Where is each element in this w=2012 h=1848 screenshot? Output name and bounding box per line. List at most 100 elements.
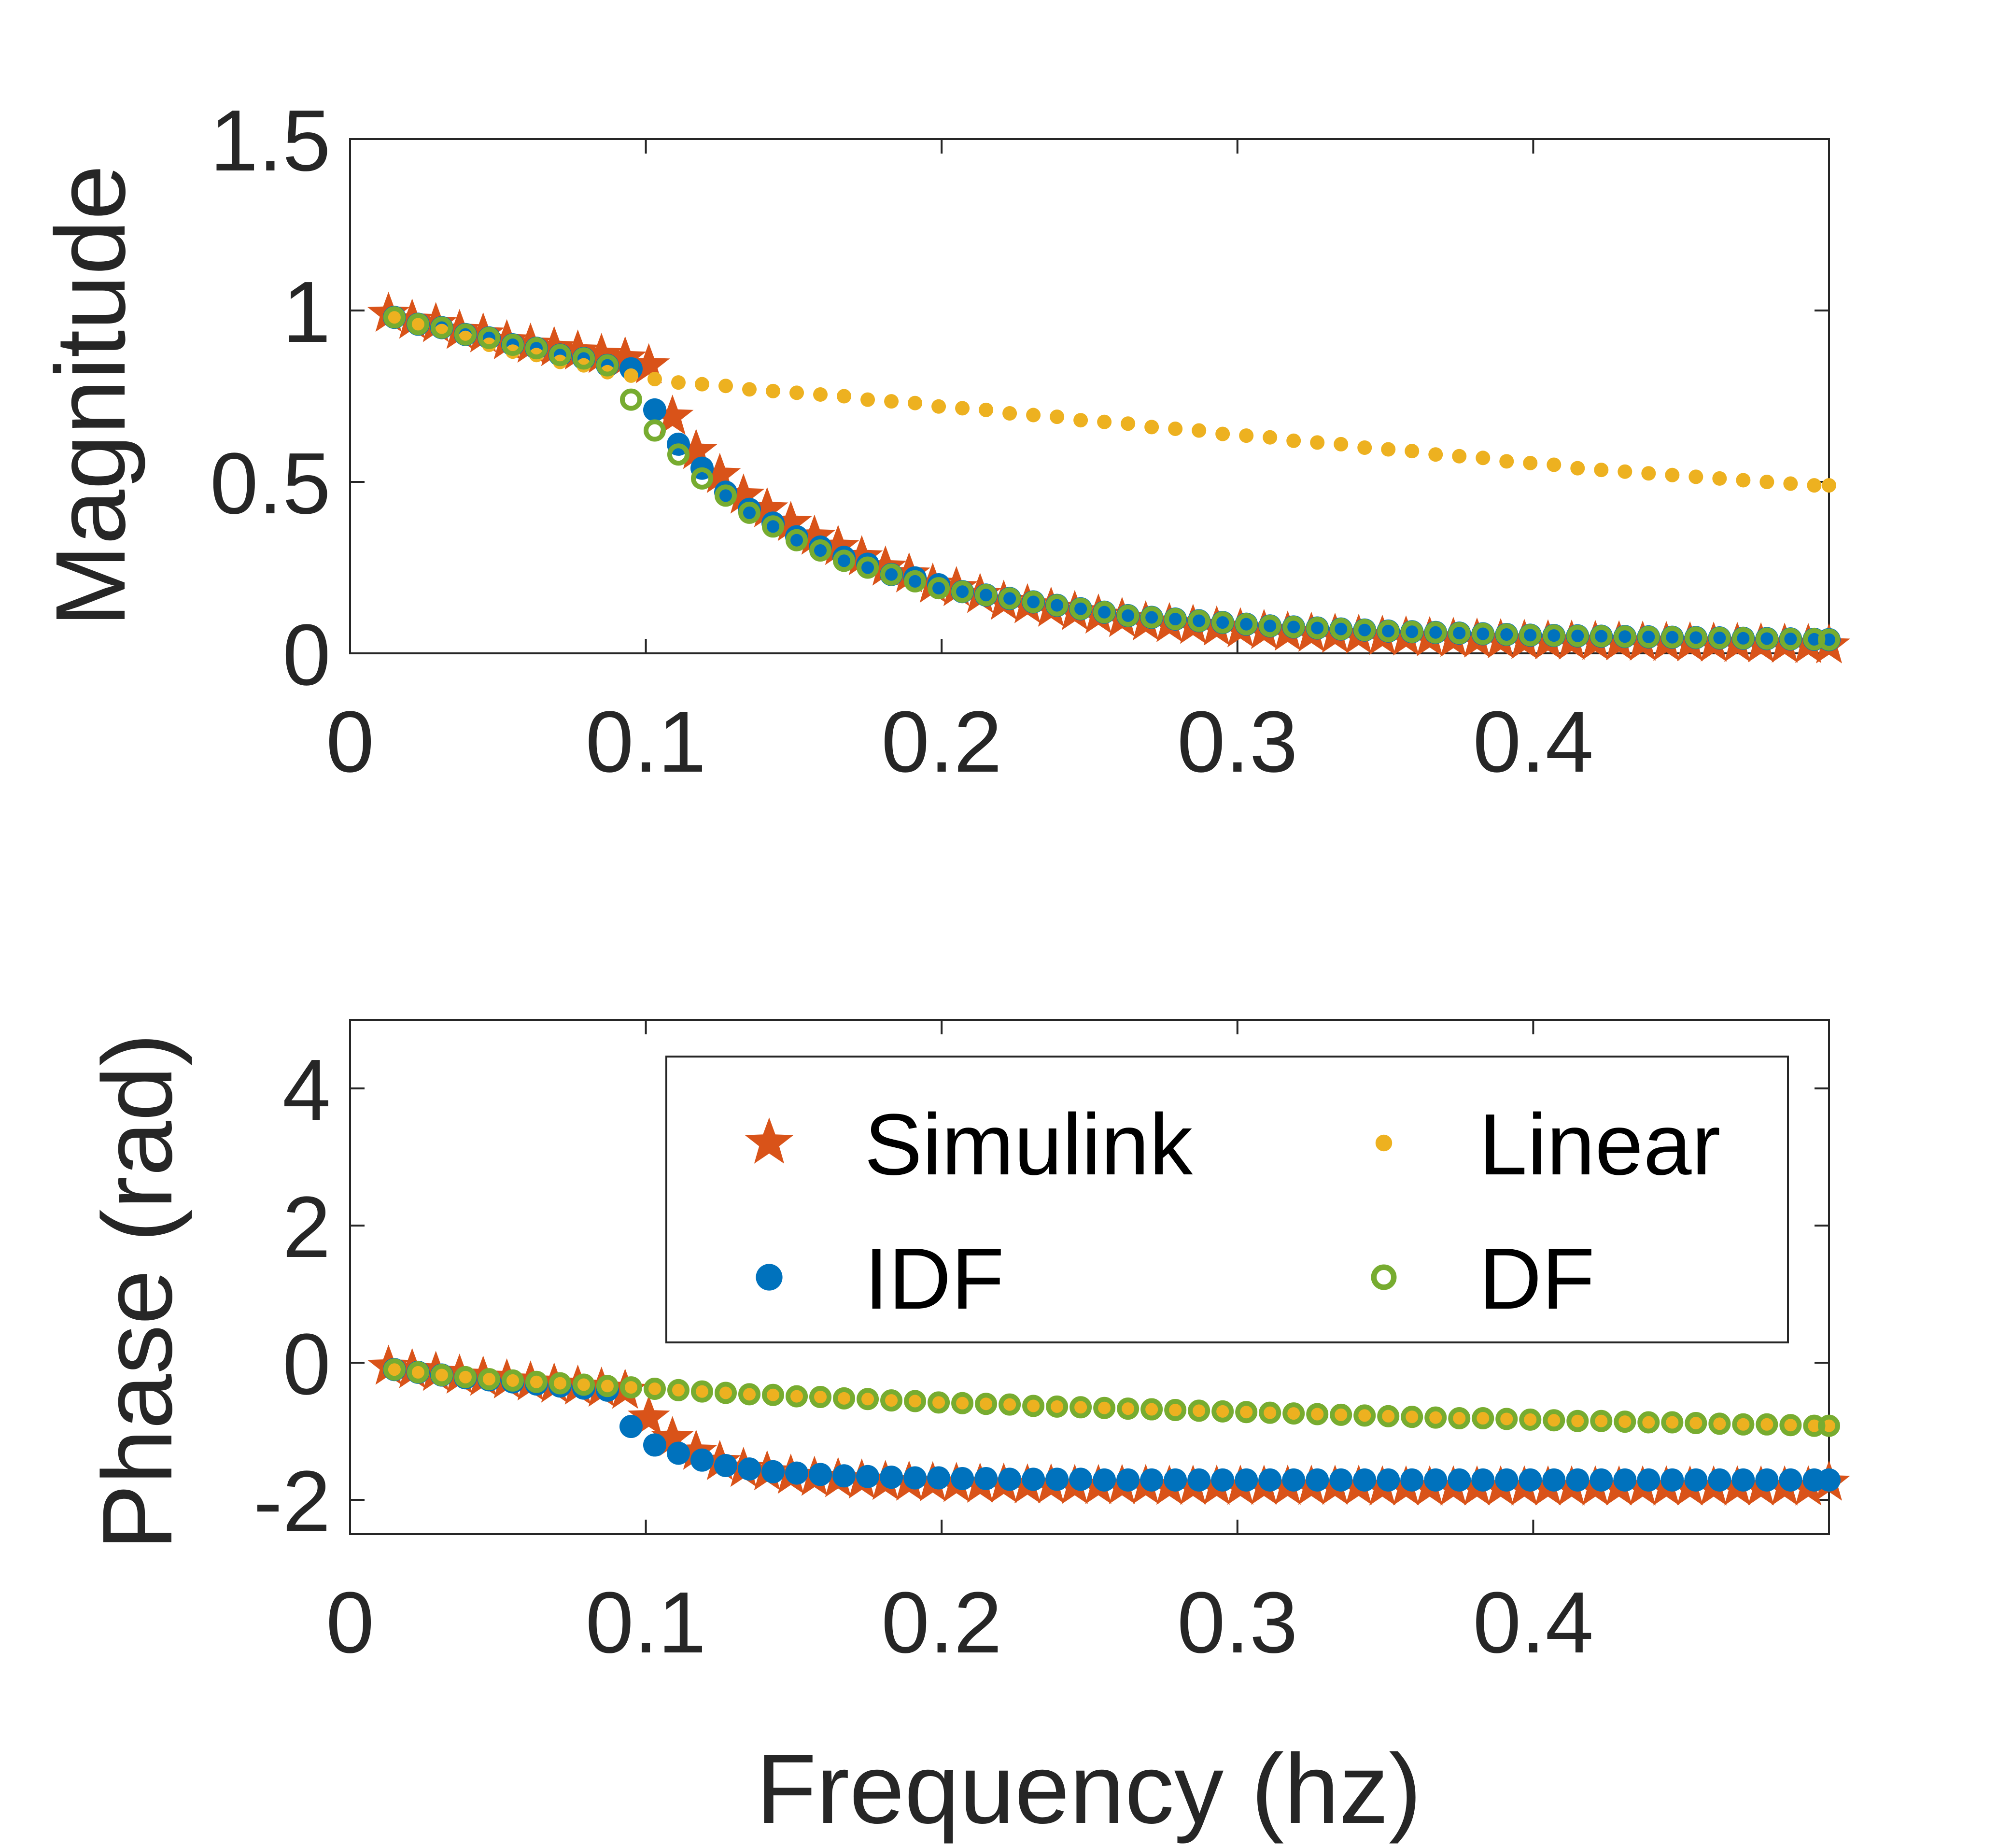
df-point [501, 334, 524, 356]
linear-point [1073, 413, 1088, 428]
linear-point [387, 1362, 402, 1377]
df-point [1543, 1409, 1565, 1432]
linear-point [1381, 1409, 1396, 1424]
linear-point [1002, 406, 1017, 421]
df-point [1140, 606, 1163, 629]
linear-point [694, 1384, 709, 1399]
magnitude-ylabel: Magnitude [35, 165, 146, 627]
linear-point [766, 1387, 781, 1402]
df-point [1211, 611, 1234, 634]
df-point [1637, 1411, 1660, 1434]
idf-point [1140, 1468, 1164, 1492]
linear-point [955, 401, 970, 416]
linear-point [1310, 435, 1325, 450]
series-df [383, 306, 1840, 651]
df-point [1235, 613, 1258, 635]
linear-point [742, 382, 757, 397]
linear-point [671, 1382, 686, 1397]
df-point [430, 1364, 453, 1386]
linear-point [1736, 473, 1751, 488]
linear-point [1121, 416, 1136, 431]
phase-xlabel: Frequency (hz) [756, 1734, 1422, 1844]
idf-point [666, 1441, 690, 1465]
legend-entry-idf: IDF [756, 1230, 1004, 1327]
simulink-point [628, 1395, 670, 1436]
legend-label-df: DF [1479, 1230, 1595, 1327]
df-point [880, 563, 903, 586]
simulink-point [651, 1416, 694, 1456]
idf-point [1045, 1467, 1069, 1491]
linear-point [837, 1391, 852, 1406]
df-point [430, 316, 453, 339]
x-tick-label: 0.1 [585, 693, 706, 790]
linear-point [1523, 1412, 1538, 1427]
linear-point [742, 1387, 757, 1402]
df-point [1282, 616, 1305, 638]
linear-point [1026, 408, 1041, 423]
df-point [999, 1393, 1021, 1416]
linear-point [1570, 1413, 1585, 1428]
df-point [1779, 628, 1802, 650]
simulink-point [793, 514, 836, 555]
df-point [1614, 1411, 1636, 1433]
df-point [1117, 1397, 1140, 1420]
linear-point [458, 1369, 473, 1384]
df-point [1046, 1395, 1069, 1418]
x-tick-label: 0.2 [881, 1574, 1002, 1671]
idf-point [998, 1467, 1022, 1491]
linear-point [1050, 409, 1065, 424]
linear-point [1239, 428, 1254, 443]
df-point [1022, 591, 1045, 613]
idf-point [856, 1465, 880, 1488]
df-point [596, 354, 619, 377]
linear-point [1688, 1415, 1703, 1430]
legend-box [665, 1056, 1789, 1343]
df-point [1046, 594, 1069, 617]
df-point [857, 556, 879, 579]
x-tick-label: 0.3 [1177, 693, 1298, 790]
linear-point [576, 1377, 591, 1392]
linear-point [1192, 1403, 1207, 1418]
linear-point [1523, 455, 1538, 470]
linear-point [1144, 1402, 1159, 1417]
linear-point [1618, 464, 1632, 479]
df-point [1495, 1408, 1518, 1430]
idf-point [951, 1467, 974, 1490]
df-point [1259, 615, 1281, 637]
legend-marker-simulink [745, 1117, 794, 1164]
legend-entry-simulink: Simulink [745, 1096, 1193, 1193]
df-point [596, 1375, 619, 1397]
df-point [928, 1391, 950, 1414]
linear-point [1381, 442, 1396, 457]
x-tick-label: 0.4 [1473, 693, 1593, 790]
linear-point [1618, 1414, 1632, 1429]
y-tick-label: 1 [282, 264, 331, 361]
df-point [1685, 626, 1707, 649]
idf-point [1708, 1468, 1731, 1492]
idf-point [1613, 1468, 1637, 1492]
simulink-point [651, 395, 694, 435]
df-point [383, 1358, 406, 1381]
df-point [880, 1389, 903, 1412]
linear-point [837, 389, 852, 404]
linear-point [623, 1380, 638, 1395]
linear-point [908, 395, 923, 410]
df-point [904, 1390, 927, 1412]
linear-point [1547, 1413, 1562, 1428]
df-point [407, 313, 429, 336]
linear-point [1192, 423, 1207, 438]
idf-point [761, 1460, 785, 1483]
linear-point [813, 387, 828, 402]
df-point [762, 515, 785, 538]
idf-point [1258, 1468, 1282, 1492]
df-point [1519, 1408, 1542, 1431]
idf-point [738, 1457, 761, 1481]
df-point [1377, 620, 1400, 642]
df-point [1164, 1398, 1187, 1421]
idf-point [1093, 1468, 1116, 1492]
linear-point [1759, 1417, 1774, 1432]
idf-point [1779, 1468, 1802, 1492]
linear-point [1215, 426, 1230, 441]
idf-point [1187, 1468, 1211, 1492]
df-point [1566, 624, 1589, 647]
